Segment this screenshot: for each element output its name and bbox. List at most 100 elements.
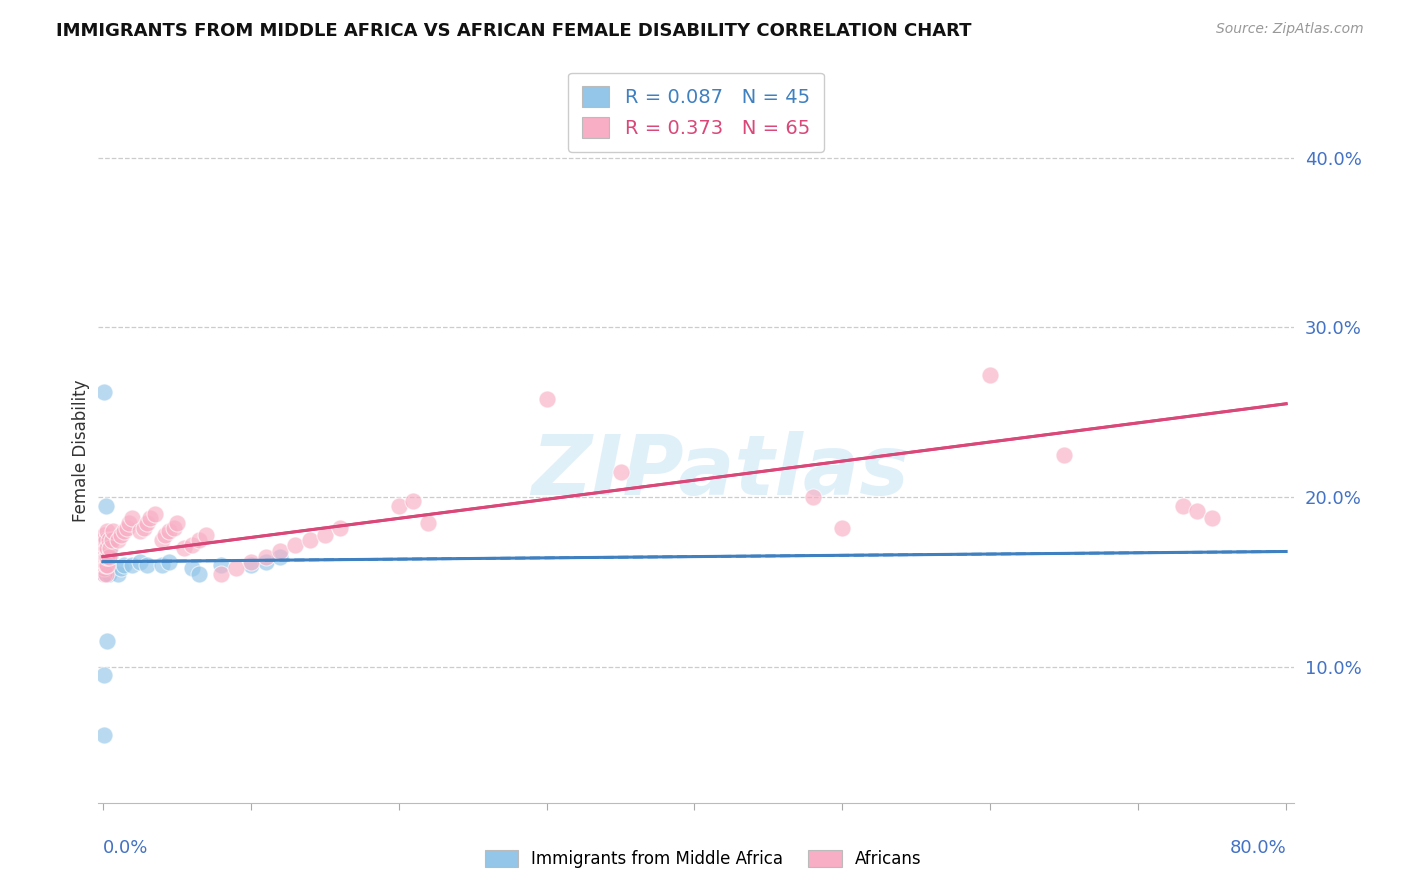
Legend: Immigrants from Middle Africa, Africans: Immigrants from Middle Africa, Africans	[478, 843, 928, 875]
Point	[107, 533, 129, 547]
Point	[209, 558, 232, 572]
Point	[112, 524, 135, 538]
Point	[115, 521, 138, 535]
Point	[97, 555, 120, 569]
Point	[94, 566, 117, 581]
Point	[96, 566, 118, 581]
Text: 0.0%: 0.0%	[103, 838, 148, 857]
Point	[94, 533, 117, 547]
Point	[118, 516, 141, 530]
Point	[93, 555, 115, 569]
Point	[150, 533, 173, 547]
Point	[128, 524, 150, 538]
Point	[93, 527, 115, 541]
Point	[153, 527, 176, 541]
Point	[136, 558, 159, 572]
Point	[93, 555, 115, 569]
Point	[110, 527, 132, 541]
Point	[94, 549, 117, 564]
Point	[93, 561, 115, 575]
Point	[97, 541, 120, 555]
Point	[93, 558, 115, 572]
Point	[150, 558, 173, 572]
Point	[93, 566, 115, 581]
Point	[100, 533, 122, 547]
Point	[98, 541, 121, 555]
Point	[93, 668, 115, 682]
Point	[93, 384, 115, 399]
Point	[188, 533, 211, 547]
Point	[94, 541, 117, 555]
Point	[801, 490, 824, 504]
Point	[269, 544, 291, 558]
Point	[96, 561, 118, 575]
Text: Source: ZipAtlas.com: Source: ZipAtlas.com	[1216, 22, 1364, 37]
Point	[180, 538, 202, 552]
Point	[239, 558, 262, 572]
Point	[96, 634, 118, 648]
Point	[93, 553, 115, 567]
Point	[157, 524, 180, 538]
Point	[94, 499, 117, 513]
Point	[93, 541, 115, 555]
Point	[298, 533, 321, 547]
Point	[93, 533, 115, 547]
Point	[93, 544, 115, 558]
Point	[979, 368, 1001, 382]
Point	[831, 521, 853, 535]
Point	[195, 527, 218, 541]
Point	[97, 566, 120, 581]
Point	[112, 558, 135, 572]
Point	[110, 561, 132, 575]
Point	[96, 533, 118, 547]
Point	[96, 541, 118, 555]
Point	[93, 538, 115, 552]
Point	[94, 563, 117, 577]
Point	[536, 392, 558, 406]
Point	[254, 549, 277, 564]
Point	[94, 558, 117, 572]
Point	[225, 561, 247, 575]
Point	[157, 555, 180, 569]
Text: ZIPatlas: ZIPatlas	[531, 431, 908, 512]
Point	[121, 558, 143, 572]
Point	[98, 549, 121, 564]
Point	[134, 521, 156, 535]
Point	[209, 566, 232, 581]
Point	[254, 555, 277, 569]
Point	[96, 524, 118, 538]
Point	[418, 516, 440, 530]
Point	[188, 566, 211, 581]
Point	[94, 558, 117, 572]
Point	[103, 524, 125, 538]
Point	[328, 521, 350, 535]
Point	[139, 510, 162, 524]
Point	[107, 566, 129, 581]
Point	[402, 493, 425, 508]
Point	[1053, 448, 1076, 462]
Point	[93, 549, 115, 564]
Point	[98, 561, 121, 575]
Point	[173, 541, 195, 555]
Point	[93, 728, 115, 742]
Point	[96, 558, 118, 572]
Legend: R = 0.087   N = 45, R = 0.373   N = 65: R = 0.087 N = 45, R = 0.373 N = 65	[568, 72, 824, 152]
Text: 80.0%: 80.0%	[1229, 838, 1286, 857]
Point	[94, 538, 117, 552]
Point	[93, 561, 115, 575]
Point	[93, 558, 115, 572]
Point	[94, 566, 117, 581]
Point	[94, 544, 117, 558]
Text: IMMIGRANTS FROM MIDDLE AFRICA VS AFRICAN FEMALE DISABILITY CORRELATION CHART: IMMIGRANTS FROM MIDDLE AFRICA VS AFRICAN…	[56, 22, 972, 40]
Point	[1201, 510, 1223, 524]
Point	[269, 549, 291, 564]
Point	[239, 555, 262, 569]
Point	[97, 549, 120, 564]
Point	[93, 544, 115, 558]
Point	[96, 549, 118, 564]
Point	[93, 549, 115, 564]
Point	[143, 507, 166, 521]
Point	[136, 516, 159, 530]
Point	[609, 465, 631, 479]
Point	[1187, 504, 1209, 518]
